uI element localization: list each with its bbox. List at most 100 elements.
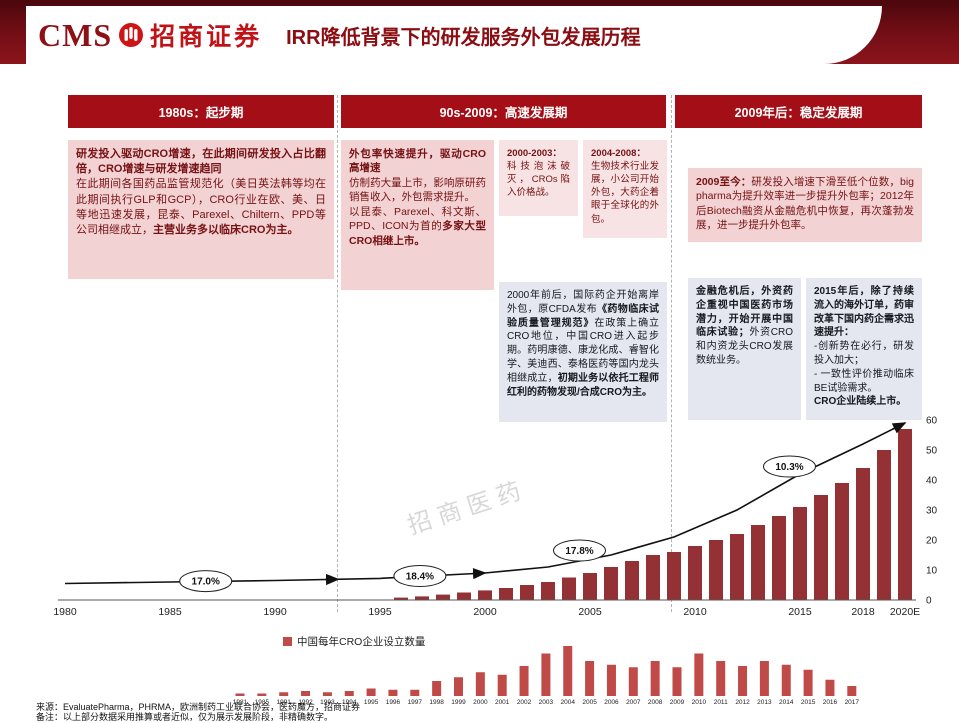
mini-bar-2007: [629, 667, 638, 696]
right-axis-tick: 20: [926, 536, 938, 547]
market-bar-2000: [478, 590, 492, 600]
legend-swatch: [283, 637, 292, 646]
market-bar-2004: [562, 578, 576, 601]
box-2009-today: 2009至今：研发投入增速下滑至低个位数，big pharma为提升效率进一步提…: [688, 168, 922, 242]
mini-bar-2017: [847, 686, 856, 696]
box-china-start: 2000年前后，国际药企开始离岸外包，原CFDA发布《药物临床试验质量管理规范》…: [499, 282, 667, 422]
x-tick: 2015: [788, 606, 812, 618]
market-bar-2015: [793, 507, 807, 600]
x-tick: 2020E: [890, 606, 920, 618]
market-bar-2005: [583, 573, 597, 600]
mini-x-tick: 2005: [582, 699, 597, 706]
right-axis-tick: 30: [926, 506, 938, 517]
trend-arrow: [892, 423, 905, 429]
box-1980s-main: 研发投入驱动CRO增速，在此期间研发投入占比翻倍，CRO增速与研发增速趋同在此期…: [68, 140, 334, 279]
x-tick: 1980: [53, 606, 77, 618]
market-bars: [394, 429, 912, 600]
market-bar-1998: [436, 595, 450, 600]
mini-x-tick: 2013: [757, 699, 772, 706]
market-bar-2017: [835, 483, 849, 600]
x-tick: 2005: [578, 606, 602, 618]
mini-bar-1996: [388, 690, 397, 696]
x-tick: 2018: [851, 606, 875, 618]
right-axis-tick: 50: [926, 446, 938, 457]
market-bar-2002: [520, 585, 534, 600]
trend-line: [65, 423, 905, 584]
market-bar-2020: [898, 429, 912, 600]
mini-bar-1997: [410, 690, 419, 696]
mini-bar-2005: [585, 661, 594, 696]
mini-x-tick: 2006: [604, 699, 619, 706]
growth-ellipse: [764, 456, 816, 477]
mini-x-tick: 1999: [451, 699, 466, 706]
mini-x-tick: 2001: [495, 699, 510, 706]
mini-bar-1999: [454, 677, 463, 696]
right-axis-tick: 10: [926, 566, 938, 577]
mini-bar-1998: [432, 681, 441, 696]
market-bar-2001: [499, 588, 513, 600]
growth-label: 17.0%: [192, 577, 220, 588]
box-outsourcing: 外包率快速提升，驱动CRO高增速仿制药大量上市，影响原研药销售收入，外包需求提升…: [341, 140, 494, 290]
mini-x-tick: 2002: [517, 699, 532, 706]
growth-label: 18.4%: [406, 572, 434, 583]
box-2004-2008: 2004-2008：生物技术行业发展，小公司开始外包，大药企着眼于全球化的外包。: [583, 140, 667, 238]
mini-x-tick: 2003: [539, 699, 554, 706]
market-bar-1997: [415, 596, 429, 600]
market-bar-2012: [730, 534, 744, 600]
footer-note: 备注：以上部分数据采用推算或者近似，仅为展示发展阶段，非精确数字。: [36, 710, 333, 723]
mini-x-tick: 2012: [735, 699, 750, 706]
market-bar-2009: [667, 552, 681, 600]
period-bar-90s-2009: 90s-2009：高速发展期: [341, 95, 666, 128]
box-china-market: 金融危机后，外资药企重视中国医药市场潜力，开始开展中国临床试验；外资CRO和内资…: [688, 278, 801, 420]
logo-brand-text: 招商证券: [150, 17, 262, 53]
growth-ellipse: [394, 566, 446, 587]
market-bar-2018: [856, 468, 870, 600]
market-bar-2014: [772, 516, 786, 600]
period-bar-1980s: 1980s：起步期: [68, 95, 334, 128]
mini-bar-1985: [257, 694, 266, 697]
mini-bar-2008: [651, 661, 660, 696]
right-axis-tick: 40: [926, 476, 938, 487]
mini-x-tick: 2009: [670, 699, 685, 706]
mini-bar-2003: [541, 654, 550, 697]
mini-bar-2006: [607, 665, 616, 696]
market-bar-2019: [877, 450, 891, 600]
logo-cms-text: CMS: [38, 17, 112, 54]
x-tick: 2010: [683, 606, 707, 618]
period-divider-1: [337, 95, 338, 612]
mini-bar-1994: [345, 691, 354, 696]
market-bar-2016: [814, 495, 828, 600]
box-post-2015: 2015年后，除了持续流入的海外订单，药审改革下国内药企需求迅速提升：-创新势在…: [806, 278, 922, 420]
mini-bar-1992: [301, 691, 310, 696]
mini-bar-2014: [782, 665, 791, 696]
market-bar-2007: [625, 561, 639, 600]
mini-x-tick: 2000: [473, 699, 488, 706]
mini-chart-legend: 中国每年CRO企业设立数量: [283, 634, 425, 649]
cms-logo: CMS 招商证券: [38, 17, 262, 54]
mini-bar-1981: [236, 694, 245, 697]
header-band: CMS 招商证券 IRR降低背景下的研发服务外包发展历程: [0, 0, 959, 64]
mini-x-tick: 2017: [845, 699, 860, 706]
mini-bar-1991: [279, 692, 288, 696]
mini-x-tick: 1997: [408, 699, 423, 706]
mini-x-tick: 2014: [779, 699, 794, 706]
market-bar-1996: [394, 598, 408, 600]
mini-bar-2016: [825, 680, 834, 696]
x-tick: 1985: [158, 606, 182, 618]
market-bar-2008: [646, 555, 660, 600]
mini-bar-2000: [476, 672, 485, 696]
mini-bar-2010: [694, 654, 703, 697]
mini-bar-1995: [367, 689, 376, 697]
mini-x-tick: 1995: [364, 699, 379, 706]
box-2000-2003: 2000-2003：科技泡沫破灭，CROs陷入价格战。: [499, 140, 578, 216]
growth-ellipse: [180, 571, 232, 592]
growth-ellipse: [554, 540, 606, 561]
mini-x-tick: 1998: [429, 699, 444, 706]
mini-bar-1993: [323, 692, 332, 696]
mini-x-tick: 1996: [386, 699, 401, 706]
market-bar-2011: [709, 540, 723, 600]
x-tick: 1990: [263, 606, 287, 618]
x-tick: 2000: [473, 606, 497, 618]
legend-label: 中国每年CRO企业设立数量: [297, 634, 425, 649]
market-bar-2006: [604, 567, 618, 600]
